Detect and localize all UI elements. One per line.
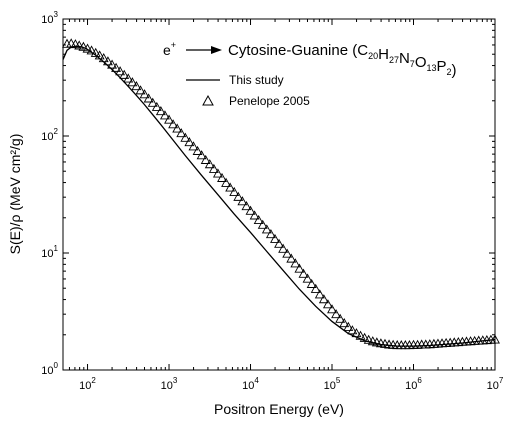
y-tick-label: 102 — [41, 127, 58, 143]
y-tick-labels: 100 101 102 103 — [41, 10, 58, 377]
penelope-point — [151, 101, 162, 111]
penelope-point — [131, 81, 142, 91]
penelope-point — [298, 268, 309, 278]
penelope-point — [225, 182, 236, 192]
penelope-point — [274, 238, 284, 248]
penelope-point — [314, 289, 325, 299]
penelope-point — [212, 168, 223, 178]
annotation-arrowhead — [211, 46, 222, 54]
penelope-point — [233, 191, 244, 201]
penelope-point — [335, 313, 346, 323]
penelope-point — [359, 332, 370, 342]
penelope-point — [127, 77, 138, 87]
y-tick-label: 100 — [41, 361, 58, 377]
legend-triangle-marker — [202, 94, 214, 106]
penelope-point — [306, 278, 317, 288]
particle-charge: + — [171, 40, 176, 50]
penelope-point — [310, 283, 321, 293]
penelope-point — [204, 159, 215, 169]
x-tick-label: 102 — [79, 376, 96, 392]
particle-symbol: e — [163, 42, 171, 58]
penelope-point — [343, 321, 354, 331]
penelope-point — [123, 73, 134, 83]
penelope-point — [367, 336, 378, 346]
penelope-point — [331, 309, 342, 319]
penelope-point — [143, 93, 154, 103]
penelope-point — [286, 253, 297, 263]
penelope-point — [261, 224, 272, 234]
x-tick-labels: 102 103 104 105 106 107 — [79, 376, 504, 392]
penelope-point — [180, 132, 191, 142]
x-tick-label: 105 — [324, 376, 341, 392]
penelope-point — [221, 177, 232, 187]
penelope-point — [302, 273, 313, 283]
y-axis-label: S(E)/ρ (MeV cm²/g) — [7, 134, 23, 255]
penelope-point — [90, 47, 101, 57]
penelope-point — [200, 154, 211, 164]
penelope-point — [196, 150, 207, 160]
penelope-point — [347, 325, 358, 335]
penelope-point — [159, 110, 170, 120]
x-tick-label: 103 — [161, 376, 178, 392]
penelope-point — [363, 334, 374, 344]
penelope-point — [155, 106, 166, 116]
penelope-point — [290, 258, 301, 268]
penelope-point — [249, 210, 260, 220]
this-study-line — [62, 45, 496, 347]
penelope-point — [282, 248, 293, 258]
penelope-point — [107, 59, 118, 69]
penelope-markers — [62, 38, 500, 350]
penelope-point — [241, 201, 252, 211]
penelope-point — [115, 66, 126, 76]
penelope-point — [139, 89, 150, 99]
penelope-point — [229, 186, 240, 196]
penelope-point — [111, 62, 122, 72]
penelope-point — [318, 294, 329, 304]
penelope-point — [74, 40, 85, 50]
penelope-point — [184, 137, 195, 147]
penelope-point — [147, 97, 158, 107]
penelope-point — [327, 304, 337, 314]
legend-label-penelope: Penelope 2005 — [229, 94, 310, 108]
penelope-point — [270, 233, 280, 243]
penelope-point — [237, 196, 248, 206]
axis-ticks — [62, 18, 496, 371]
penelope-point — [168, 119, 179, 129]
annotation: e+ Cytosine-Guanine (C20H27N7O13P2) — [163, 40, 457, 79]
x-tick-label: 107 — [487, 376, 504, 392]
penelope-point — [322, 299, 333, 309]
y-tick-label: 101 — [41, 244, 58, 260]
legend-label-this-study: This study — [229, 73, 284, 87]
material-label: Cytosine-Guanine (C20H27N7O13P2) — [228, 42, 457, 79]
penelope-point — [253, 214, 264, 225]
x-axis-label: Positron Energy (eV) — [214, 401, 344, 417]
penelope-point — [265, 229, 276, 239]
penelope-point — [188, 141, 199, 151]
penelope-point — [164, 114, 174, 124]
penelope-point — [176, 128, 187, 138]
penelope-point — [257, 219, 268, 229]
penelope-point — [172, 123, 183, 133]
penelope-point — [135, 85, 146, 95]
penelope-point — [278, 243, 289, 253]
penelope-point — [208, 163, 219, 173]
penelope-point — [294, 263, 305, 273]
penelope-point — [217, 172, 227, 182]
plot-frame — [62, 18, 496, 371]
legend: This study Penelope 2005 — [186, 73, 310, 108]
x-tick-label: 106 — [405, 376, 422, 392]
penelope-point — [339, 318, 350, 328]
penelope-point — [102, 56, 113, 66]
penelope-point — [119, 69, 130, 79]
particle-label: e+ — [163, 40, 176, 58]
y-tick-label: 103 — [41, 10, 58, 26]
penelope-point — [192, 145, 203, 155]
penelope-point — [245, 205, 256, 215]
x-tick-label: 104 — [242, 376, 259, 392]
